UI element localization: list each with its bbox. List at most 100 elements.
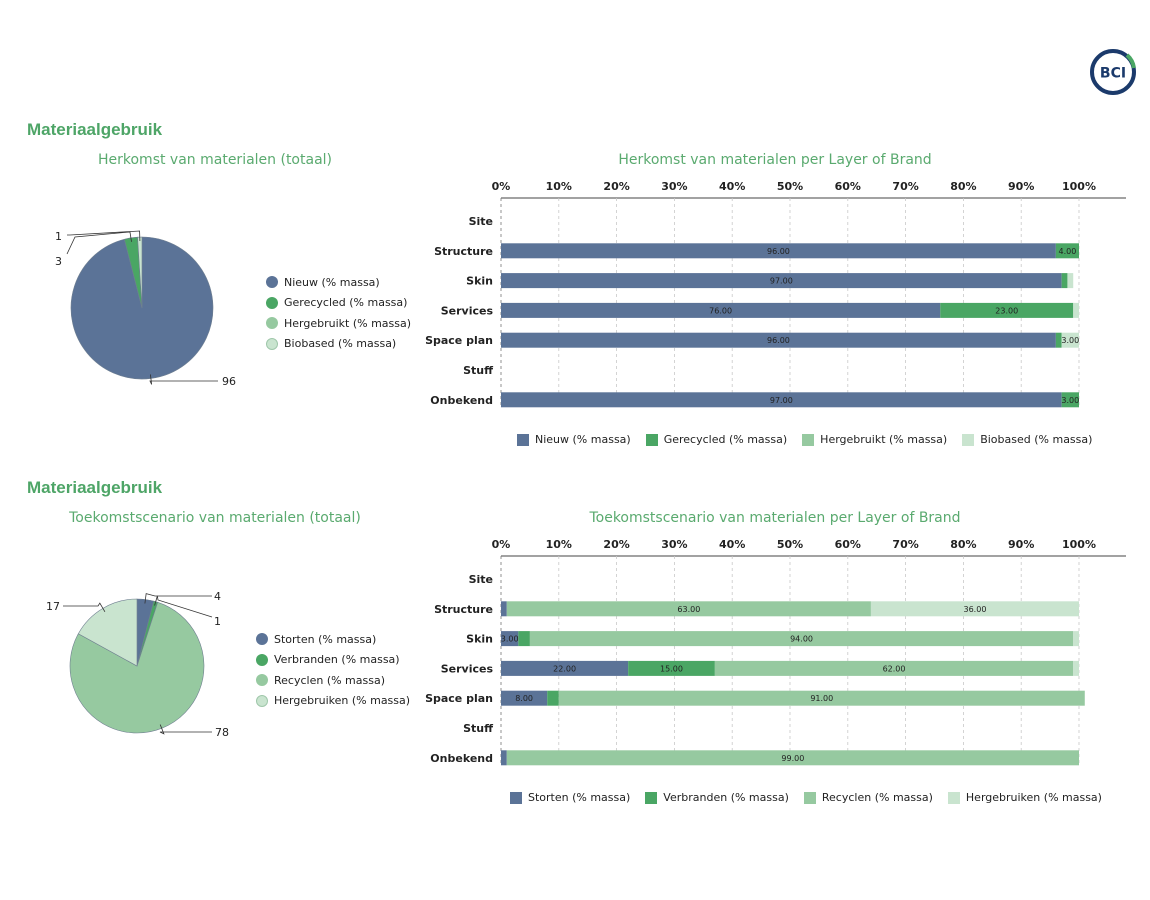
x-tick-label: 50% [777,538,803,551]
x-tick-label: 80% [950,538,976,551]
bar-value-label: 3.00 [1061,336,1079,345]
bar-value-label: 15.00 [660,664,683,673]
legend-item-gerecycled[interactable]: Gerecycled (% massa) [645,433,788,446]
bar-segment [870,601,1079,617]
bar-segment [940,302,1074,318]
legend-item-hergebruikt[interactable]: Hergebruikt (% massa) [266,313,411,334]
x-tick-label: 0% [492,180,511,193]
legend-item-verbranden[interactable]: Verbranden (% massa) [256,650,410,671]
x-tick-label: 40% [719,180,745,193]
legend-item-storten[interactable]: Storten (% massa) [510,791,630,804]
legend-label: Nieuw (% massa) [284,275,380,289]
legend-item-hergebruiken[interactable]: Hergebruiken (% massa) [947,791,1102,804]
bar-segment [501,332,1056,348]
bar-segment [547,690,559,706]
legend-swatch [266,276,278,289]
legend-item-recyclen[interactable]: Recyclen (% massa) [256,670,410,691]
bar-value-label: 96.00 [767,247,790,256]
x-tick-label: 10% [546,180,572,193]
legend-label: Verbranden (% massa) [274,653,400,667]
pie-title-toekomst: Toekomstscenario van materialen (totaal) [69,510,361,526]
bar-segment [501,392,1062,408]
y-category-label: Onbekend [430,752,493,765]
legend-item-nieuw[interactable]: Nieuw (% massa) [517,433,631,446]
bar-value-label: 91.00 [810,694,833,703]
legend-item-verbranden[interactable]: Verbranden (% massa) [645,791,789,804]
y-category-label: Site [469,215,493,228]
x-tick-label: 10% [546,538,572,551]
pie-chart-herkomst: 96 3 1 [55,230,236,388]
section-title-herkomst: Materiaalgebruik [27,120,163,139]
pie-chart-toekomst: 4 1 78 17 [46,590,229,739]
legend-label: Recyclen (% massa) [274,673,386,687]
legend-swatch [266,337,278,350]
y-category-label: Space plan [425,692,493,705]
legend-swatch [256,633,268,646]
legend-item-biobased[interactable]: Biobased (% massa) [962,433,1092,446]
x-tick-label: 20% [603,180,629,193]
bar-segment [1061,273,1068,289]
x-tick-label: 100% [1062,180,1096,193]
legend-label: Biobased (% massa) [284,337,397,351]
legend-swatch [803,791,816,804]
legend-swatch [645,791,658,804]
bar-value-label: 96.00 [767,336,790,345]
y-category-label: Stuff [463,722,493,735]
bar-segment [1073,631,1079,647]
bci-logo: BCI [1090,49,1136,95]
y-category-label: Onbekend [430,394,493,407]
x-tick-label: 100% [1062,538,1096,551]
legend-label: Gerecycled (% massa) [663,433,788,446]
bar-value-label: 22.00 [553,664,576,673]
legend-item-storten[interactable]: Storten (% massa) [256,629,410,650]
logo-text: BCI [1100,66,1126,82]
legend-item-hergebruikt[interactable]: Hergebruikt (% massa) [802,433,947,446]
pie-leader-line [159,724,212,735]
bar-segment [501,660,629,676]
bar-segment [501,690,548,706]
pie-leader-line [144,593,212,604]
legend-label: Storten (% massa) [528,791,631,804]
pie-leader-line [63,602,106,612]
y-category-label: Stuff [463,364,493,377]
pie-value-label: 96 [222,375,236,388]
bar-title-toekomst: Toekomstscenario van materialen per Laye… [589,510,961,526]
legend-label: Hergebruikt (% massa) [820,433,948,446]
legend-item-nieuw[interactable]: Nieuw (% massa) [266,272,411,293]
pie-value-label: 78 [215,726,229,739]
bar-segment [501,631,519,647]
bar-value-label: 3.00 [501,635,519,644]
pie-legend-herkomst: Nieuw (% massa) Gerecycled (% massa) Her… [266,272,411,354]
legend-item-biobased[interactable]: Biobased (% massa) [266,334,411,355]
y-category-label: Space plan [425,334,493,347]
pie-value-label: 17 [46,600,60,613]
bar-segment [1061,392,1079,408]
bar-value-label: 76.00 [709,306,732,315]
bar-segment [506,601,871,617]
bar-segment [558,690,1085,706]
legend-label: Biobased (% massa) [980,433,1093,446]
bar-title-herkomst: Herkomst van materialen per Layer of Bra… [618,152,932,168]
y-category-label: Services [441,662,494,675]
bar-segment [529,631,1074,647]
legend-swatch [517,433,529,446]
legend-swatch [645,433,658,446]
pie-value-label: 3 [55,255,62,268]
legend-item-gerecycled[interactable]: Gerecycled (% massa) [266,293,411,314]
legend-item-hergebruiken[interactable]: Hergebruiken (% massa) [256,691,410,712]
x-tick-label: 50% [777,180,803,193]
bar-segment [501,243,1056,259]
bar-segment [714,660,1074,676]
x-tick-label: 80% [950,180,976,193]
bar-legend-herkomst: Nieuw (% massa) Gerecycled (% massa) Her… [517,433,1107,446]
legend-item-recyclen[interactable]: Recyclen (% massa) [803,791,933,804]
x-tick-label: 30% [661,180,687,193]
pie-leader-line [66,231,132,255]
legend-label: Storten (% massa) [274,632,377,646]
bar-segment [501,750,507,766]
section-title-toekomst: Materiaalgebruik [27,478,163,497]
bar-segment [501,601,507,617]
bar-chart-herkomst: 0% 10% 20% 30% 40% 50% 60% 70% 80% 90% 100% Site Str… [425,180,1126,408]
x-tick-label: 40% [719,538,745,551]
bar-value-label: 97.00 [770,396,793,405]
